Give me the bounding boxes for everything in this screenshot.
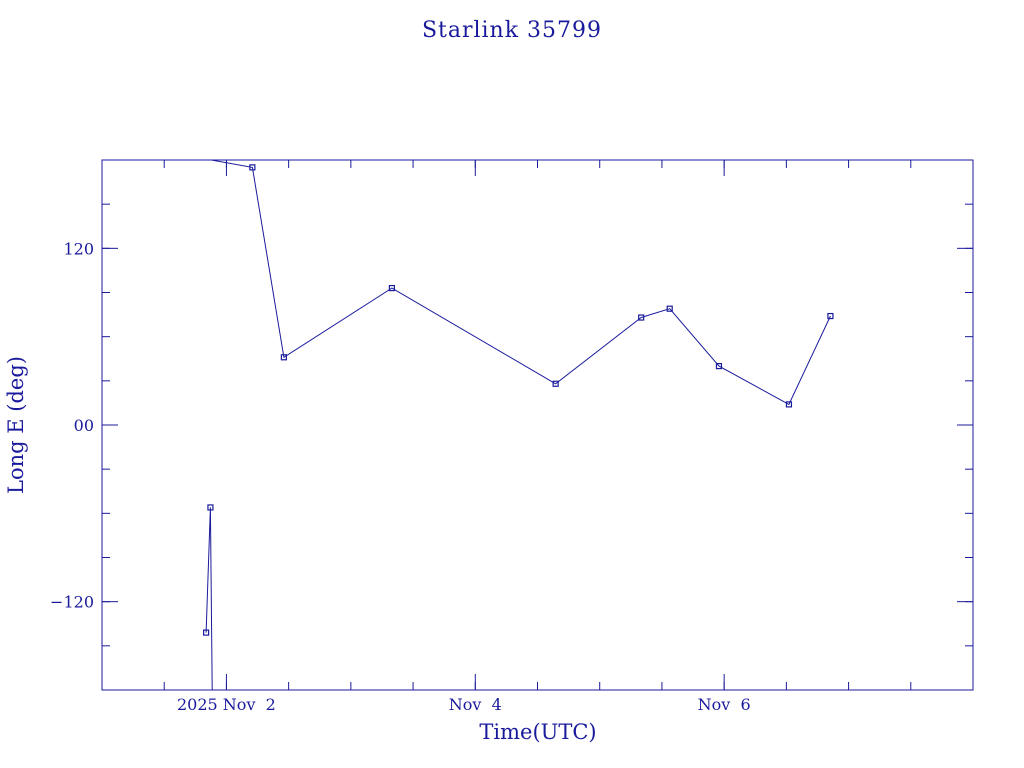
data-point <box>666 305 673 312</box>
x-tick-label: Nov 6 <box>698 695 751 714</box>
x-axis-label: Time(UTC) <box>479 720 596 744</box>
x-tick-label: 2025 Nov 2 <box>177 695 276 714</box>
x-axis-ticks: 2025 Nov 2 Nov 4 Nov 6 <box>177 160 751 714</box>
y-axis-label: Long E (deg) <box>4 356 28 494</box>
data-point <box>249 164 256 171</box>
data-point <box>715 363 723 370</box>
data-point <box>552 380 559 387</box>
x-tick-label: Nov 4 <box>449 695 502 714</box>
y-axis-ticks: 120 00 −120 <box>50 239 973 612</box>
y-tick-label: 120 <box>63 239 94 258</box>
data-point <box>203 629 210 636</box>
data-point <box>207 504 214 511</box>
series-layer <box>203 160 834 690</box>
data-point <box>785 401 793 408</box>
series-line <box>205 507 213 690</box>
series-line <box>211 160 831 406</box>
minor-ticks <box>102 160 973 690</box>
plot-frame <box>101 159 974 691</box>
chart-title: Starlink 35799 <box>422 18 602 43</box>
data-point <box>827 312 834 320</box>
data-point <box>388 284 396 292</box>
y-tick-label: 00 <box>74 416 94 435</box>
data-point <box>280 354 287 361</box>
y-tick-label: −120 <box>50 593 94 612</box>
data-point <box>638 314 645 321</box>
